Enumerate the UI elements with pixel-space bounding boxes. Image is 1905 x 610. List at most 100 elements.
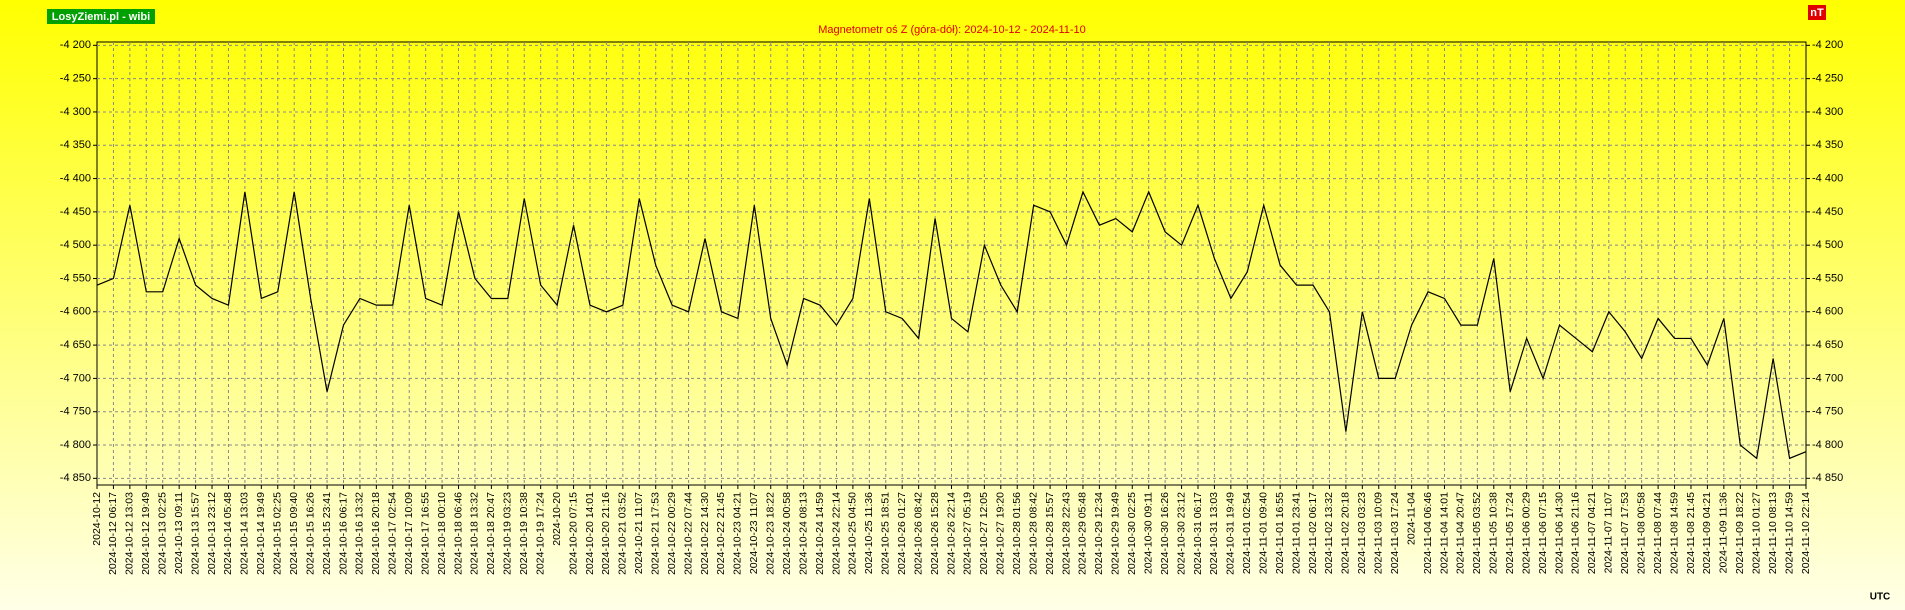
x-tick-label: 2024-10-25 04:50 <box>847 492 859 575</box>
x-tick-label: 2024-10-30 16:26 <box>1159 492 1171 575</box>
x-tick-label: 2024-10-13 15:57 <box>189 492 201 575</box>
x-tick-label: 2024-10-19 03:23 <box>502 492 514 575</box>
x-tick-label: 2024-10-13 02:25 <box>157 492 169 575</box>
x-tick-label: 2024-10-30 02:25 <box>1126 492 1138 575</box>
x-tick-label: 2024-11-01 16:55 <box>1274 492 1286 574</box>
y-tick-label: -4 500 <box>60 239 91 251</box>
x-tick-label: 2024-11-09 04:21 <box>1701 492 1713 574</box>
x-tick-label: 2024-10-28 15:57 <box>1044 492 1056 575</box>
x-tick-label: 2024-11-04 <box>1405 492 1417 545</box>
x-tick-label: 2024-10-22 14:30 <box>699 492 711 575</box>
x-tick-label: 2024-10-31 19:49 <box>1225 492 1237 575</box>
y-tick-label: -4 800 <box>60 439 91 451</box>
x-tick-label: 2024-10-30 09:11 <box>1142 492 1154 574</box>
x-tick-label: 2024-11-05 17:24 <box>1504 492 1516 574</box>
x-tick-label: 2024-10-28 01:56 <box>1011 492 1023 575</box>
x-tick-label: 2024-11-10 01:27 <box>1750 492 1762 574</box>
y2-tick-label: -4 200 <box>1812 39 1843 51</box>
x-tick-label: 2024-10-31 13:03 <box>1208 492 1220 575</box>
x-tick-label: 2024-11-07 11:07 <box>1603 492 1615 574</box>
x-tick-label: 2024-10-25 18:51 <box>880 492 892 575</box>
y-tick-label: -4 300 <box>60 106 91 118</box>
x-tick-label: 2024-10-21 17:53 <box>649 492 661 575</box>
y2-tick-label: -4 300 <box>1812 106 1843 118</box>
x-tick-label: 2024-10-23 11:07 <box>748 492 760 574</box>
x-tick-label: 2024-10-23 18:22 <box>765 492 777 575</box>
y-tick-label: -4 750 <box>60 406 91 418</box>
x-tick-label: 2024-11-07 17:53 <box>1619 492 1631 574</box>
x-tick-label: 2024-10-28 22:43 <box>1060 492 1072 575</box>
y2-tick-label: -4 250 <box>1812 73 1843 85</box>
x-tick-label: 2024-10-21 11:07 <box>633 492 645 574</box>
x-tick-label: 2024-11-03 10:09 <box>1373 492 1385 574</box>
x-tick-label: 2024-10-26 08:42 <box>912 492 924 575</box>
x-tick-label: 2024-10-27 12:05 <box>978 492 990 575</box>
x-tick-label: 2024-10-14 05:48 <box>222 492 234 575</box>
x-tick-label: 2024-10-18 06:46 <box>452 492 464 575</box>
x-tick-label: 2024-10-15 23:41 <box>321 492 333 575</box>
x-tick-label: 2024-11-07 04:21 <box>1586 492 1598 574</box>
x-tick-label: 2024-10-16 20:18 <box>370 492 382 575</box>
x-tick-label: 2024-10-22 00:29 <box>666 492 678 575</box>
y-tick-label: -4 650 <box>60 339 91 351</box>
x-tick-label: 2024-11-08 07:44 <box>1652 492 1664 574</box>
x-tick-label: 2024-10-19 17:24 <box>534 492 546 575</box>
y-tick-label: -4 700 <box>60 372 91 384</box>
x-tick-label: 2024-10-19 10:38 <box>518 492 530 575</box>
x-tick-label: 2024-10-12 13:03 <box>124 492 136 575</box>
y-tick-label: -4 200 <box>60 39 91 51</box>
y-tick-label: -4 250 <box>60 73 91 85</box>
y2-tick-label: -4 350 <box>1812 139 1843 151</box>
x-tick-label: 2024-10-22 07:44 <box>682 492 694 575</box>
y-tick-label: -4 850 <box>60 472 91 484</box>
x-tick-label: 2024-10-20 <box>551 492 563 546</box>
x-tick-label: 2024-11-09 18:22 <box>1734 492 1746 574</box>
y2-tick-label: -4 400 <box>1812 172 1843 184</box>
x-tick-label: 2024-10-23 04:21 <box>732 492 744 575</box>
x-tick-label: 2024-11-01 02:54 <box>1241 492 1253 574</box>
x-tick-label: 2024-10-17 16:55 <box>419 492 431 575</box>
x-tick-label: 2024-10-12 <box>91 492 103 546</box>
x-tick-label: 2024-10-15 16:26 <box>304 492 316 575</box>
y-tick-label: -4 450 <box>60 206 91 218</box>
x-tick-label: 2024-10-20 07:15 <box>567 492 579 575</box>
x-tick-label: 2024-11-06 21:16 <box>1570 492 1582 574</box>
x-note: UTC <box>1870 592 1891 603</box>
x-tick-label: 2024-11-10 22:14 <box>1800 492 1812 574</box>
x-tick-label: 2024-11-02 20:18 <box>1340 492 1352 574</box>
x-tick-label: 2024-10-15 02:25 <box>272 492 284 575</box>
y-tick-label: -4 550 <box>60 272 91 284</box>
x-tick-label: 2024-10-18 00:10 <box>436 492 448 575</box>
x-tick-label: 2024-11-04 06:46 <box>1422 492 1434 574</box>
y-tick-label: -4 350 <box>60 139 91 151</box>
x-tick-label: 2024-10-24 14:59 <box>814 492 826 575</box>
x-tick-label: 2024-10-27 19:20 <box>995 492 1007 575</box>
x-tick-label: 2024-11-09 11:36 <box>1718 492 1730 574</box>
x-tick-label: 2024-10-17 02:54 <box>387 492 399 575</box>
x-tick-label: 2024-11-03 03:23 <box>1356 492 1368 574</box>
x-tick-label: 2024-11-08 21:45 <box>1685 492 1697 574</box>
x-tick-label: 2024-11-04 14:01 <box>1438 492 1450 574</box>
x-tick-label: 2024-10-18 13:32 <box>469 492 481 575</box>
x-tick-label: 2024-10-13 09:11 <box>173 492 185 574</box>
chart-title: Magnetometr oś Z (góra-dół): 2024-10-12 … <box>818 24 1086 36</box>
x-tick-label: 2024-10-14 13:03 <box>239 492 251 575</box>
x-tick-label: 2024-11-06 00:29 <box>1520 492 1532 574</box>
x-tick-label: 2024-10-22 21:45 <box>715 492 727 575</box>
y-tick-label: -4 600 <box>60 306 91 318</box>
x-tick-label: 2024-10-21 03:52 <box>617 492 629 575</box>
x-tick-label: 2024-11-02 13:32 <box>1323 492 1335 574</box>
x-tick-label: 2024-10-28 08:42 <box>1027 492 1039 575</box>
brand: LosyZiemi.pl - wibi <box>52 11 150 23</box>
y2-tick-label: -4 750 <box>1812 406 1843 418</box>
x-tick-label: 2024-10-29 12:34 <box>1093 492 1105 575</box>
y2-tick-label: -4 650 <box>1812 339 1843 351</box>
y-tick-label: -4 400 <box>60 172 91 184</box>
x-tick-label: 2024-11-03 17:24 <box>1389 492 1401 574</box>
x-tick-label: 2024-10-27 05:19 <box>962 492 974 575</box>
y2-tick-label: -4 450 <box>1812 206 1843 218</box>
x-tick-label: 2024-10-24 22:14 <box>830 492 842 575</box>
